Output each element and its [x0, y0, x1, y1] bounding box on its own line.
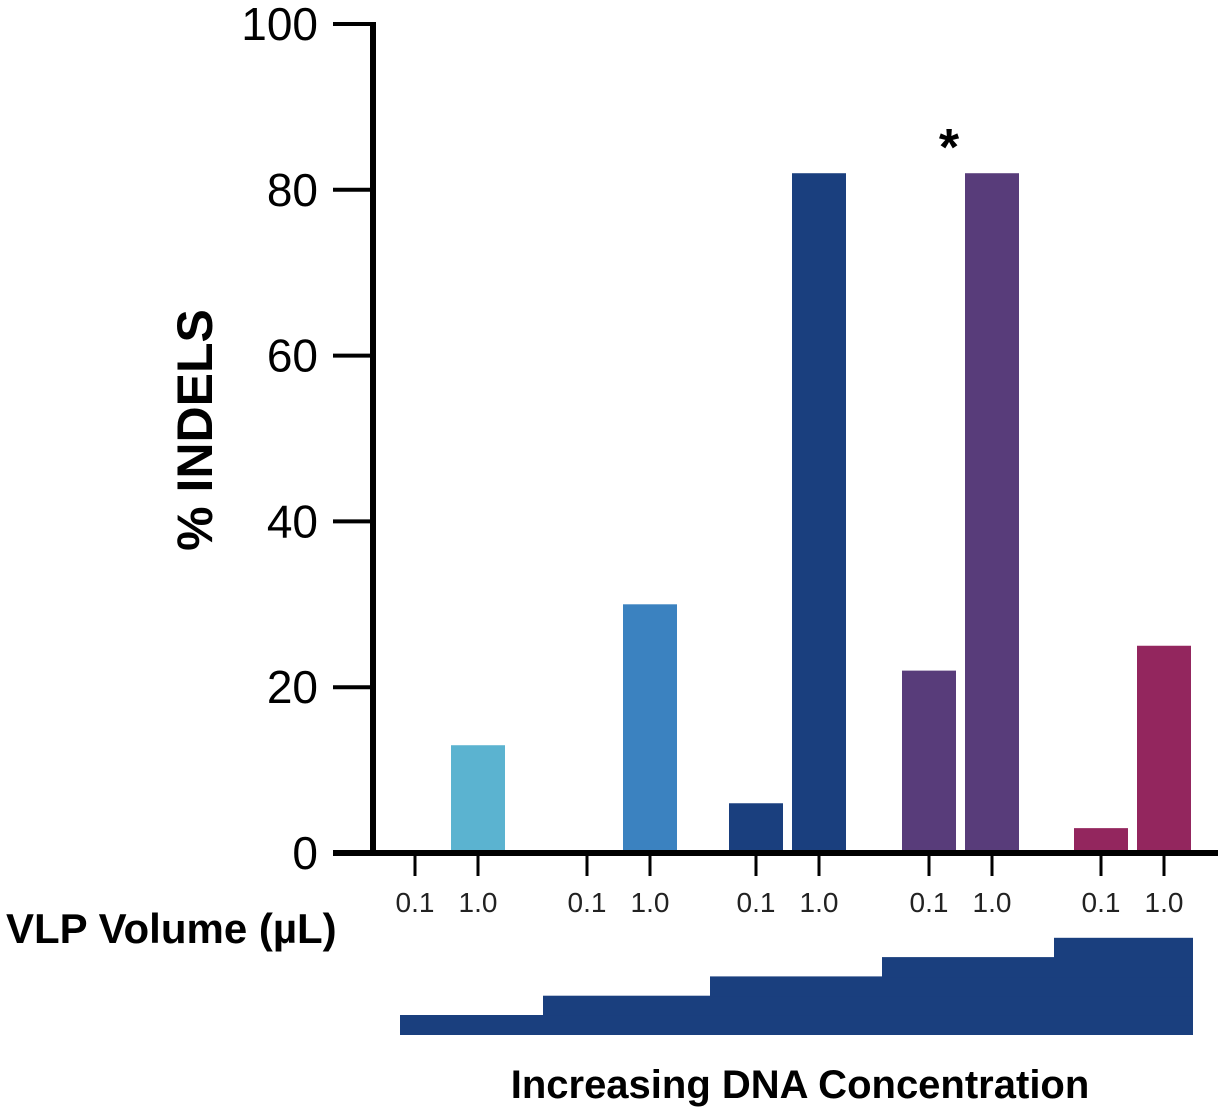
bar [792, 173, 846, 854]
concentration-step [882, 957, 1193, 978]
concentration-label: Increasing DNA Concentration [511, 1063, 1090, 1107]
x-axis-label: VLP Volume (µL) [6, 905, 337, 952]
significance-annotation: * [939, 119, 960, 177]
y-tick-label: 100 [241, 0, 318, 50]
x-tick-label: 1.0 [631, 887, 670, 918]
x-tick-label: 1.0 [1145, 887, 1184, 918]
bars: * [451, 119, 1191, 854]
concentration-step [710, 976, 1193, 997]
bar [729, 803, 783, 853]
concentration-step [1054, 937, 1193, 958]
bar [965, 173, 1019, 854]
x-tick-label: 0.1 [737, 887, 776, 918]
bar [902, 670, 956, 853]
y-tick-label: 40 [267, 495, 318, 547]
y-tick-label: 20 [267, 661, 318, 713]
y-tick-label: 0 [292, 827, 318, 879]
y-tick-label: 60 [267, 330, 318, 382]
bar [623, 604, 677, 853]
x-tick-label: 0.1 [396, 887, 435, 918]
x-tick-label: 1.0 [800, 887, 839, 918]
x-axis: 0.1 1.0 0.1 1.0 0.1 1.0 0.1 1.0 0.1 1.0 [396, 856, 1184, 918]
x-tick-label: 0.1 [568, 887, 607, 918]
x-tick-label: 0.1 [910, 887, 949, 918]
x-tick-label: 1.0 [459, 887, 498, 918]
y-axis: 0 20 40 60 80 100 [241, 0, 376, 879]
y-axis-label: % INDELS [167, 309, 223, 551]
x-tick-label: 0.1 [1082, 887, 1121, 918]
concentration-step [543, 995, 1193, 1016]
concentration-step [400, 1015, 1193, 1035]
y-tick-label: 80 [267, 164, 318, 216]
concentration-staircase [400, 937, 1193, 1035]
x-tick-label: 1.0 [973, 887, 1012, 918]
bar [1074, 828, 1128, 853]
bar [1137, 645, 1191, 853]
bar [451, 745, 505, 853]
